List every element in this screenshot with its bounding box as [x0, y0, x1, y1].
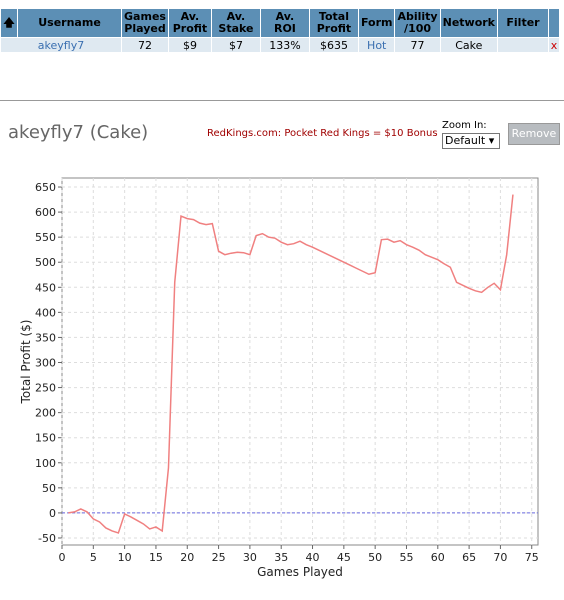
username[interactable]: akeyfly7 — [0, 37, 123, 53]
zoom-label: Zoom In: — [442, 120, 487, 131]
x-tick-label: 60 — [431, 551, 445, 564]
col-header[interactable]: Games Played — [121, 8, 169, 38]
cell: 133% — [259, 37, 310, 53]
x-tick-label: 45 — [337, 551, 351, 564]
y-tick-label: 600 — [35, 206, 56, 219]
cell: 72 — [121, 37, 169, 53]
y-tick-label: 150 — [35, 432, 56, 445]
x-tick-label: 75 — [525, 551, 539, 564]
cell: Hot — [357, 37, 396, 53]
zoom-select[interactable]: Default ▾ — [442, 133, 500, 149]
x-tick-label: 65 — [462, 551, 476, 564]
sort-icon[interactable]: 🡅 — [0, 8, 18, 38]
y-tick-label: -50 — [38, 532, 56, 545]
col-header[interactable]: Filter — [497, 8, 549, 38]
col-header[interactable]: Username — [16, 8, 123, 38]
remove-link[interactable]: x — [548, 37, 560, 53]
y-tick-label: 100 — [35, 457, 56, 470]
col-header[interactable]: Av. ROI — [259, 8, 310, 38]
col-header[interactable]: Network — [439, 8, 499, 38]
x-tick-label: 20 — [180, 551, 194, 564]
x-tick-label: 10 — [118, 551, 132, 564]
zoom-option[interactable]: Default — [445, 134, 486, 147]
y-tick-label: 50 — [42, 482, 56, 495]
y-tick-label: 200 — [35, 407, 56, 420]
profit-line — [68, 194, 514, 534]
x-axis-title: Games Played — [257, 565, 343, 579]
x-tick-label: 70 — [493, 551, 507, 564]
player-title: akeyfly7 (Cake) — [8, 122, 149, 143]
x-tick-label: 30 — [243, 551, 257, 564]
y-tick-label: 0 — [49, 507, 56, 520]
cell — [497, 37, 549, 53]
col-header[interactable]: Form — [357, 8, 396, 38]
x-tick-label: 35 — [274, 551, 288, 564]
x-tick-label: 25 — [212, 551, 226, 564]
col-header[interactable]: Total Profit — [308, 8, 359, 38]
y-tick-label: 300 — [35, 357, 56, 370]
y-tick-label: 500 — [35, 256, 56, 269]
cell: 77 — [394, 37, 441, 53]
x-tick-label: 5 — [90, 551, 97, 564]
y-tick-label: 450 — [35, 281, 56, 294]
plot-area — [61, 177, 539, 546]
y-tick-label: 400 — [35, 306, 56, 319]
col-header — [548, 8, 560, 38]
x-tick-label: 15 — [149, 551, 163, 564]
y-axis-title: Total Profit ($) — [19, 320, 33, 405]
col-header[interactable]: Ability /100 — [394, 8, 441, 38]
col-header[interactable]: Av. Stake — [210, 8, 261, 38]
col-header[interactable]: Av. Profit — [167, 8, 212, 38]
y-tick-label: 550 — [35, 231, 56, 244]
ad-link[interactable]: RedKings.com: Pocket Red Kings = $10 Bon… — [207, 128, 438, 139]
y-tick-label: 250 — [35, 382, 56, 395]
x-tick-label: 50 — [368, 551, 382, 564]
cell: $7 — [210, 37, 261, 53]
divider — [0, 100, 564, 101]
y-tick-label: 350 — [35, 331, 56, 344]
x-tick-label: 55 — [399, 551, 413, 564]
stats-table: 🡅 Username Games Played Av. Profit Av. S… — [0, 8, 560, 53]
cell: $9 — [167, 37, 212, 53]
remove-button[interactable]: Remove — [508, 123, 560, 145]
x-tick-label: 40 — [306, 551, 320, 564]
cell: Cake — [439, 37, 499, 53]
cell: $635 — [308, 37, 359, 53]
x-tick-label: 0 — [59, 551, 66, 564]
y-tick-label: 650 — [35, 181, 56, 194]
